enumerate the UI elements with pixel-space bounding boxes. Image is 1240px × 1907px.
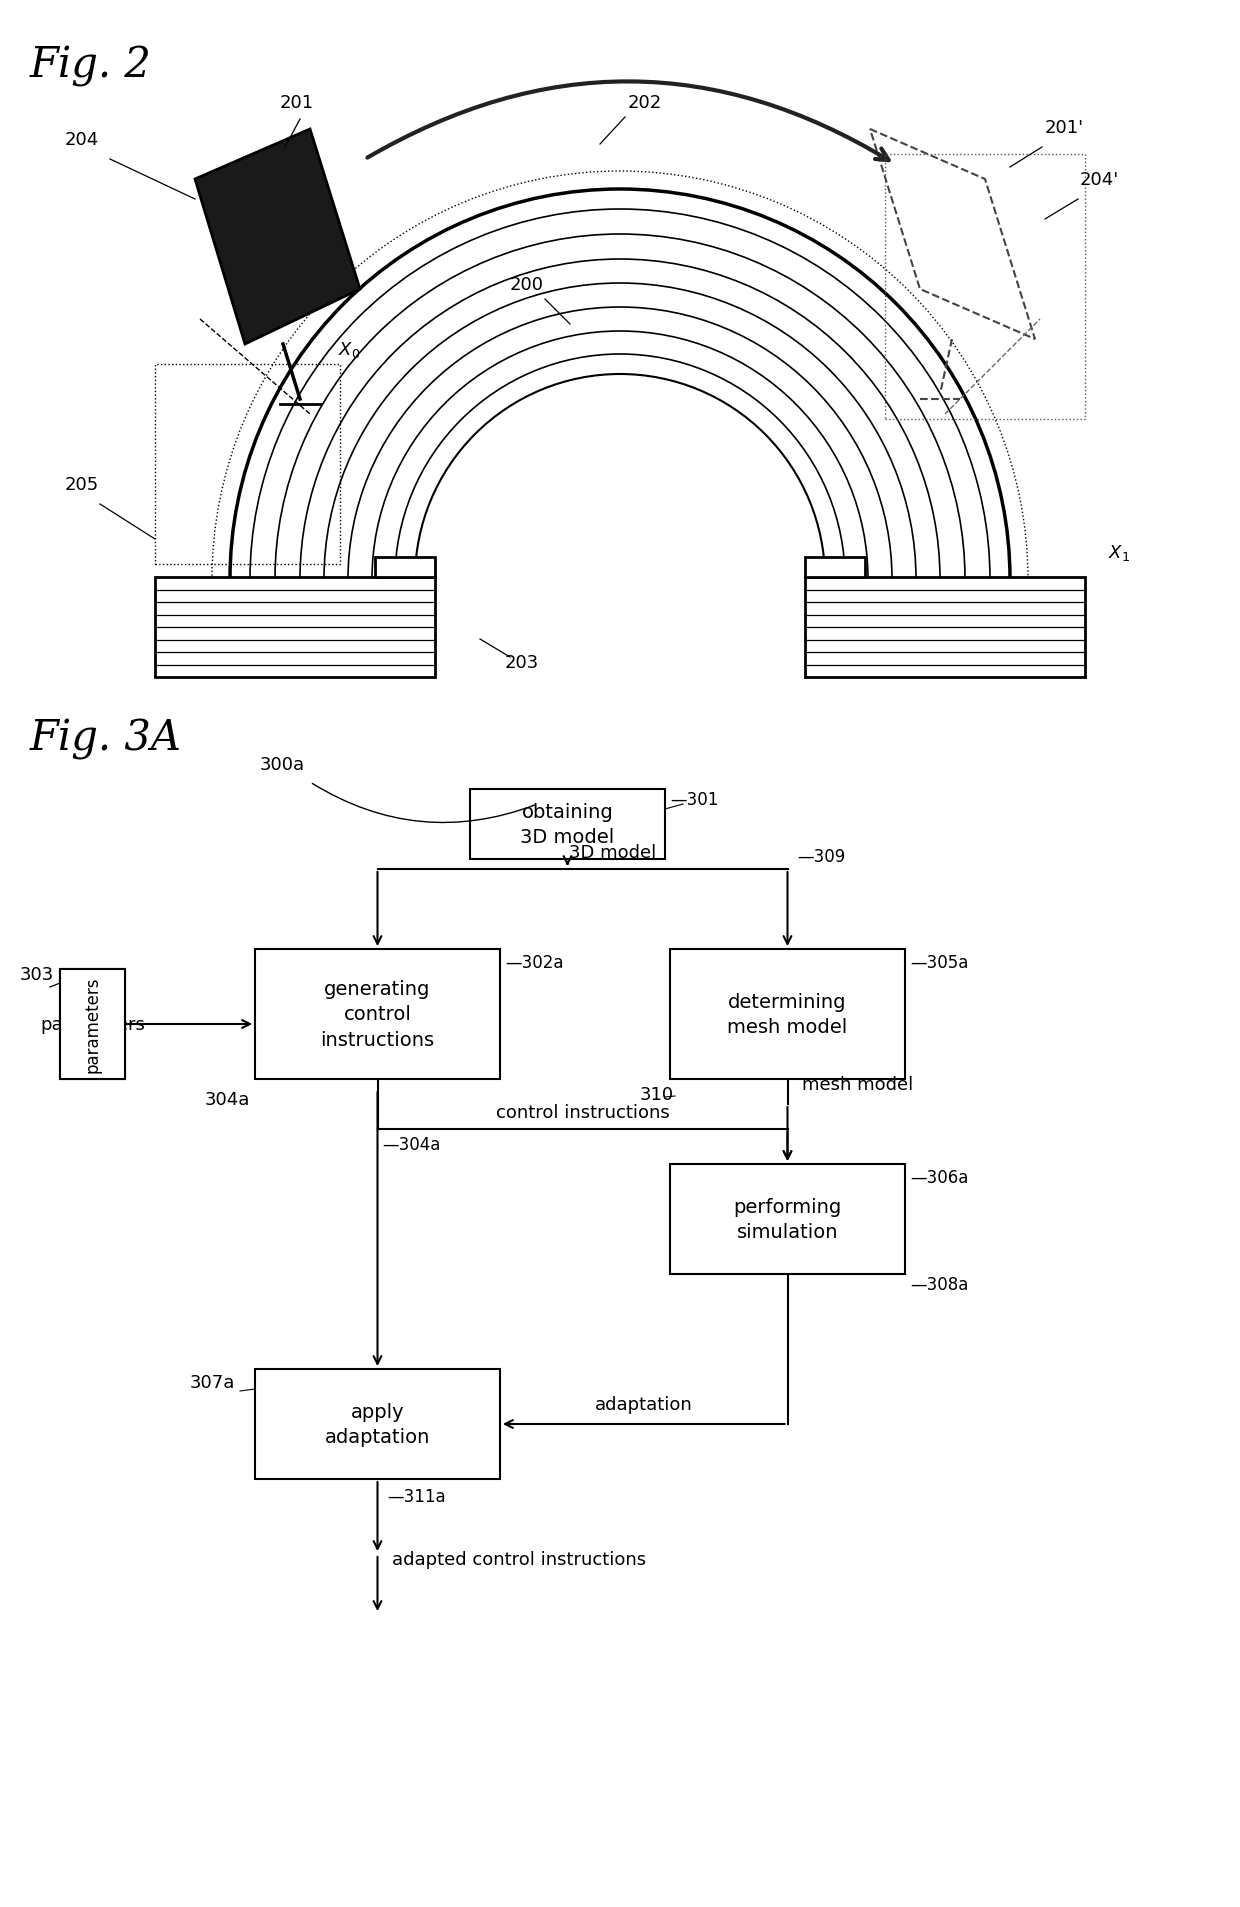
Bar (255, 1369, 500, 1480)
Text: 204: 204 (64, 132, 99, 149)
Text: parameters: parameters (40, 1015, 145, 1034)
Text: $X_0$: $X_0$ (339, 339, 361, 360)
Text: —306a: —306a (910, 1169, 968, 1186)
Bar (470, 789, 665, 860)
Text: 204': 204' (1080, 172, 1120, 189)
Text: —309: —309 (797, 847, 846, 866)
Text: determining
mesh model: determining mesh model (728, 992, 848, 1037)
Text: —305a: —305a (910, 954, 968, 971)
Text: 303: 303 (20, 965, 55, 984)
FancyArrowPatch shape (367, 82, 889, 160)
Text: 201': 201' (1045, 118, 1084, 137)
Bar (155, 578, 435, 677)
Text: apply
adaptation: apply adaptation (325, 1402, 430, 1446)
Text: —301: —301 (670, 791, 718, 809)
Text: 310: 310 (640, 1085, 675, 1104)
Text: mesh model: mesh model (802, 1076, 914, 1093)
Text: —304a: —304a (382, 1135, 441, 1154)
Text: 205: 205 (64, 475, 99, 494)
Text: —311a: —311a (387, 1487, 446, 1505)
Text: $X_1$: $X_1$ (1109, 543, 1130, 563)
Bar (374, 557, 435, 578)
Text: Fig. 3A: Fig. 3A (30, 717, 182, 759)
Bar (670, 1165, 905, 1274)
Text: —308a: —308a (910, 1276, 968, 1293)
Bar (60, 969, 125, 1079)
Text: 200: 200 (510, 277, 544, 294)
Text: performing
simulation: performing simulation (733, 1198, 842, 1241)
Text: obtaining
3D model: obtaining 3D model (521, 803, 615, 847)
Text: 3D model: 3D model (569, 843, 656, 862)
Bar (670, 950, 905, 1079)
Text: 300a: 300a (260, 755, 305, 774)
Text: 307a: 307a (190, 1373, 236, 1392)
Bar (805, 578, 1085, 677)
Bar (805, 557, 866, 578)
Text: —302a: —302a (505, 954, 563, 971)
Text: generating
control
instructions: generating control instructions (320, 980, 434, 1049)
Text: parameters: parameters (83, 976, 102, 1072)
Text: 201: 201 (280, 93, 314, 113)
Bar (155, 364, 340, 564)
Bar (60, 969, 125, 1079)
Text: Fig. 2: Fig. 2 (30, 46, 151, 88)
Text: 203: 203 (505, 654, 539, 671)
Bar (255, 950, 500, 1079)
Polygon shape (195, 130, 360, 345)
Bar (885, 154, 1085, 420)
Text: control instructions: control instructions (496, 1104, 670, 1121)
Text: adapted control instructions: adapted control instructions (393, 1550, 646, 1568)
Text: 202: 202 (627, 93, 662, 113)
Text: 304a: 304a (205, 1091, 250, 1108)
Text: adaptation: adaptation (595, 1396, 693, 1413)
